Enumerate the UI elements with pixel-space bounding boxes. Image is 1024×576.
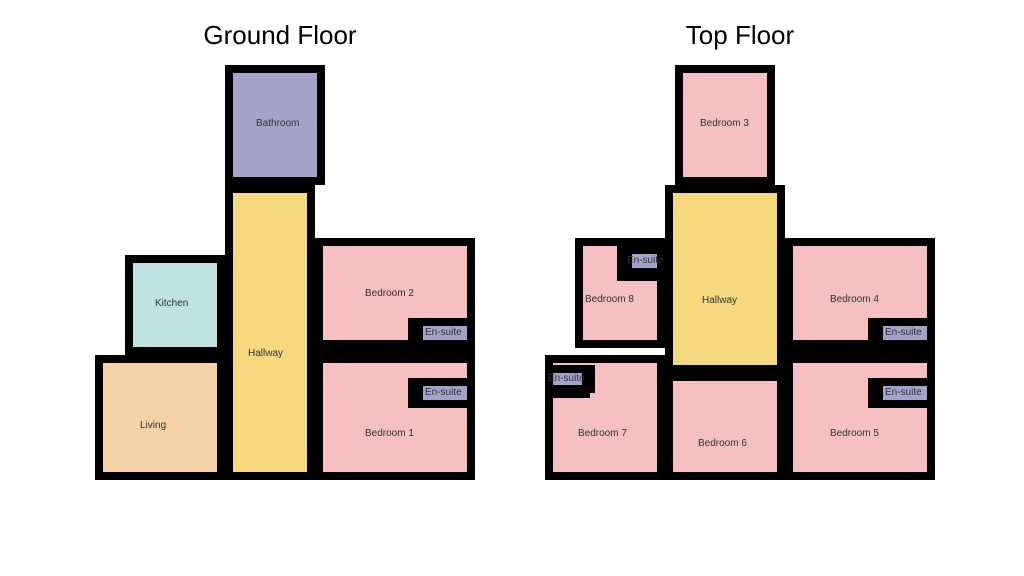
wall-segment — [590, 365, 595, 393]
room-label: En-suite — [885, 327, 922, 338]
room-label: En-suite — [425, 387, 462, 398]
room-hallway — [225, 185, 315, 480]
room-label: Bedroom 5 — [830, 428, 879, 439]
room-bedroom6 — [665, 373, 785, 480]
room-label: Bedroom 4 — [830, 294, 879, 305]
room-label: En-suite — [425, 327, 462, 338]
room-label: Bedroom 7 — [578, 428, 627, 439]
floor-title: Ground Floor — [180, 20, 380, 51]
room-label: Bedroom 2 — [365, 288, 414, 299]
wall-segment — [617, 276, 665, 281]
room-label: Bathroom — [256, 118, 299, 129]
wall-segment — [408, 378, 416, 408]
room-label: En-suite — [627, 255, 664, 266]
room-label: Bedroom 1 — [365, 428, 414, 439]
floor-title: Top Floor — [640, 20, 840, 51]
room-label: Kitchen — [155, 298, 188, 309]
room-label: Bedroom 8 — [585, 294, 634, 305]
room-label: En-suite — [548, 373, 585, 384]
wall-segment — [617, 246, 625, 276]
wall-segment — [315, 348, 475, 356]
room-label: Hallway — [702, 295, 737, 306]
room-living — [95, 355, 225, 480]
room-bedroom1 — [315, 355, 475, 480]
room-label: En-suite — [885, 387, 922, 398]
room-hallwayt — [665, 185, 785, 373]
wall-segment — [408, 318, 416, 348]
wall-segment — [868, 318, 876, 348]
room-label: Hallway — [248, 348, 283, 359]
room-label: Living — [140, 420, 166, 431]
wall-segment — [545, 393, 590, 398]
room-label: Bedroom 6 — [698, 438, 747, 449]
room-label: Bedroom 3 — [700, 118, 749, 129]
room-bedroom5 — [785, 355, 935, 480]
wall-segment — [785, 348, 935, 356]
wall-segment — [868, 378, 876, 408]
